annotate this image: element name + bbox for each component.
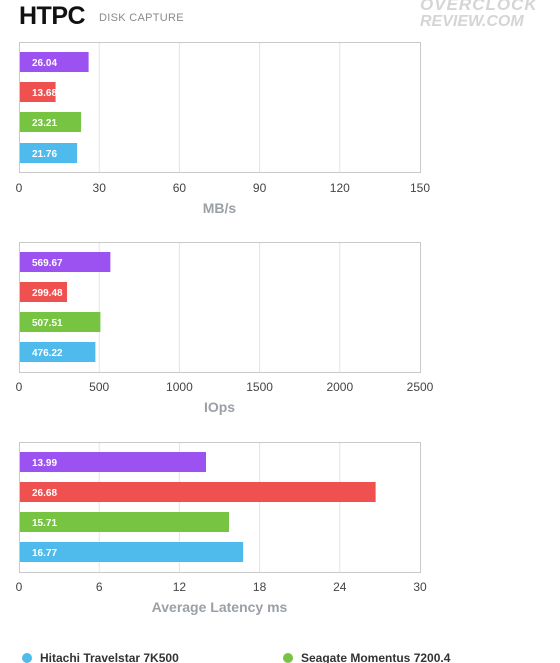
x-tick-label: 30: [413, 580, 427, 594]
bar: [20, 252, 111, 272]
bar-value-label: 15.71: [32, 518, 57, 529]
bar: [20, 52, 89, 72]
bar-value-label: 507.51: [32, 318, 63, 329]
x-axis-title: MB/s: [203, 200, 237, 216]
bar: [20, 143, 78, 163]
watermark-line-1: OVERCLOCK: [420, 0, 538, 14]
x-tick-label: 12: [173, 580, 187, 594]
x-tick-label: 0: [16, 380, 23, 394]
bar: [20, 452, 206, 472]
bar-value-label: 26.04: [32, 58, 57, 69]
x-tick-label: 0: [16, 580, 23, 594]
plot-frame: [19, 42, 421, 173]
plot-frame: [19, 242, 421, 373]
bar-value-label: 26.68: [32, 488, 57, 499]
bar-value-label: 299.48: [32, 288, 63, 299]
watermark-line-2: REVIEW.COM: [420, 13, 524, 30]
legend-swatch: [22, 653, 32, 663]
x-tick-label: 90: [253, 181, 267, 195]
plot-frame: [19, 442, 421, 573]
bar-value-label: 13.68: [32, 88, 57, 99]
bar: [20, 112, 82, 132]
x-tick-label: 2500: [407, 380, 434, 394]
bar-value-label: 23.21: [32, 118, 57, 129]
bar-value-label: 476.22: [32, 348, 63, 359]
bar-value-label: 16.77: [32, 548, 57, 559]
x-tick-label: 6: [96, 580, 103, 594]
x-tick-label: 150: [410, 181, 430, 195]
bar: [20, 482, 376, 502]
x-tick-label: 60: [173, 181, 187, 195]
x-tick-label: 0: [16, 181, 23, 195]
bar: [20, 312, 101, 332]
x-tick-label: 1000: [166, 380, 193, 394]
bar: [20, 82, 56, 102]
x-tick-label: 120: [330, 181, 350, 195]
x-axis-title: Average Latency ms: [152, 599, 288, 615]
x-tick-label: 18: [253, 580, 267, 594]
bar-value-label: 13.99: [32, 458, 57, 469]
page-subtitle: DISK CAPTURE: [99, 12, 184, 24]
bar: [20, 542, 244, 562]
page-title: HTPC: [19, 2, 86, 30]
x-tick-label: 2000: [326, 380, 353, 394]
bar: [20, 282, 68, 302]
watermark-logo: OVERCLOCK REVIEW.COM: [420, 0, 560, 30]
bar-value-label: 21.76: [32, 149, 57, 160]
x-tick-label: 30: [93, 181, 107, 195]
x-tick-label: 500: [89, 380, 109, 394]
legend-label: Hitachi Travelstar 7K500: [40, 651, 179, 663]
x-axis-title: IOps: [204, 399, 235, 415]
x-tick-label: 24: [333, 580, 347, 594]
legend-swatch: [283, 653, 293, 663]
bar: [20, 512, 229, 532]
legend-label: Seagate Momentus 7200.4: [301, 651, 451, 663]
x-tick-label: 1500: [246, 380, 273, 394]
bar-value-label: 569.67: [32, 258, 63, 269]
bar: [20, 342, 96, 362]
